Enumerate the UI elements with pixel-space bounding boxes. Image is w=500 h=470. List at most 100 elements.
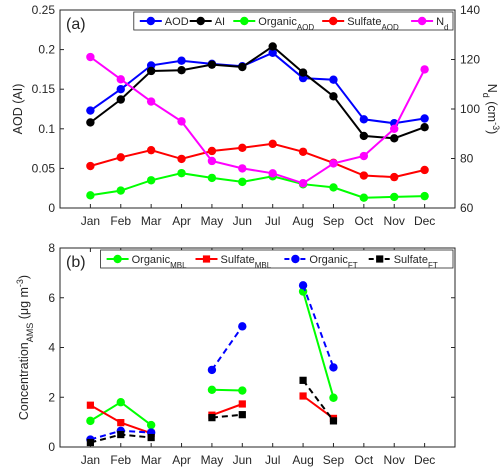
legend-marker <box>417 16 427 26</box>
y-tick-label: 4 <box>48 341 55 355</box>
data-point <box>420 123 429 132</box>
legend-item: SulfateMBL <box>195 254 272 270</box>
x-tick-label: Aug <box>292 214 313 228</box>
legend-label: OrganicMBL <box>132 254 188 270</box>
series-sulfate-aod <box>86 139 429 182</box>
x-tick-label: Mar <box>141 214 162 228</box>
series-line <box>90 142 425 179</box>
data-point <box>146 97 156 106</box>
legend-marker <box>376 255 384 263</box>
x-tick-label: Dec <box>414 453 435 467</box>
data-point <box>268 48 277 57</box>
x-tick-label: Oct <box>355 453 374 467</box>
data-point <box>86 118 95 127</box>
data-point <box>420 114 429 123</box>
y2-tick-label: 120 <box>460 53 480 67</box>
legend-marker <box>329 16 338 26</box>
legend-label: OrganicAOD <box>258 16 314 32</box>
x-tick-label: Dec <box>414 214 435 228</box>
data-point <box>86 161 95 171</box>
data-point <box>329 92 338 101</box>
x-tick-label: Apr <box>172 453 191 467</box>
y-axis-label: ConcentrationAMS (μg m-3) <box>15 275 35 420</box>
y2-tick-label: 80 <box>460 152 474 166</box>
legend-marker <box>146 16 155 26</box>
data-point <box>420 165 429 175</box>
data-point <box>359 151 369 161</box>
data-point <box>329 183 338 192</box>
series-n-d <box>86 52 429 188</box>
panel-label: (a) <box>66 16 86 33</box>
series-line <box>211 413 243 419</box>
plot-frame <box>59 247 456 448</box>
data-point <box>268 42 277 51</box>
data-point <box>329 393 338 402</box>
series-sulfate-ft <box>86 376 338 447</box>
x-tick-label: Apr <box>172 214 191 228</box>
legend-label: SulfateAOD <box>347 16 399 32</box>
data-point <box>390 192 399 202</box>
data-point <box>298 179 308 188</box>
y-tick-label: 0 <box>48 440 55 454</box>
x-tick-label: Jun <box>233 453 252 467</box>
data-point <box>298 281 308 290</box>
data-point <box>268 139 277 149</box>
legend-marker <box>291 254 300 264</box>
y-tick-label: 0.1 <box>38 122 55 136</box>
y-tick-label: 0.05 <box>32 161 56 175</box>
series-line <box>90 172 425 199</box>
data-point <box>86 191 95 200</box>
data-point <box>329 417 338 425</box>
y-tick-label: 0.15 <box>32 82 56 96</box>
y-tick-label: 0.2 <box>38 43 55 57</box>
data-point <box>420 191 429 201</box>
data-point <box>146 66 156 76</box>
x-tick-label: Aug <box>292 453 313 467</box>
data-point <box>86 106 95 115</box>
data-point <box>86 52 95 62</box>
data-point <box>390 134 399 143</box>
y-tick-label: 2 <box>48 390 55 404</box>
data-point <box>177 65 186 75</box>
x-tick-label: Nov <box>384 453 405 467</box>
legend-label: Nd <box>436 16 448 32</box>
series-line <box>211 325 244 371</box>
x-tick-label: Jul <box>265 214 280 228</box>
data-point <box>359 131 369 141</box>
panel-a: Jan Feb Mar Apr May Jun Jul Aug Sep Oct Nov Dec 0 0.0… <box>11 3 500 228</box>
legend-label: SulfateFT <box>394 254 438 270</box>
series-line <box>302 284 335 368</box>
data-point <box>116 398 125 407</box>
data-point <box>329 159 338 168</box>
data-point <box>298 147 308 156</box>
x-tick-label: Jul <box>265 453 280 467</box>
data-point <box>207 365 217 375</box>
data-point <box>207 385 217 394</box>
data-point <box>117 419 125 427</box>
x-tick-label: Feb <box>110 214 131 228</box>
data-point <box>359 171 369 180</box>
data-point <box>238 411 246 419</box>
legend-item: AOD <box>139 16 189 28</box>
data-point <box>86 438 94 447</box>
x-tick-label: Mar <box>141 453 162 467</box>
data-point <box>420 65 429 74</box>
data-point <box>238 322 247 331</box>
legend-label: SulfateMBL <box>221 254 272 270</box>
data-point <box>298 68 308 77</box>
data-point <box>390 172 399 182</box>
data-point <box>146 420 156 430</box>
series-line <box>302 379 335 422</box>
data-point <box>86 416 95 426</box>
data-point <box>390 124 399 133</box>
legend-marker <box>202 255 211 263</box>
legend-marker <box>113 254 122 264</box>
data-point <box>116 85 125 94</box>
data-point <box>146 176 156 185</box>
series-line <box>211 388 243 392</box>
data-point <box>329 363 338 372</box>
x-tick-label: Jun <box>233 214 252 228</box>
data-point <box>207 60 217 69</box>
legend-box <box>100 249 454 269</box>
